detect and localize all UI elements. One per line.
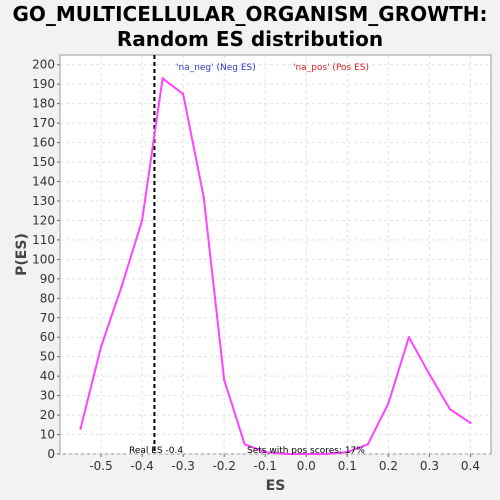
data-point [79, 427, 82, 430]
x-tick-label: -0.1 [254, 459, 277, 473]
y-tick-label: 0 [47, 447, 55, 461]
chart-title: GO_MULTICELLULAR_ORGANISM_GROWTH: Random… [0, 2, 500, 52]
series-line [79, 77, 472, 455]
y-tick-label: 110 [32, 233, 55, 247]
grid [60, 55, 491, 455]
legend-neg-es: 'na_neg' (Neg ES) [176, 63, 256, 73]
chart-title-line1: GO_MULTICELLULAR_ORGANISM_GROWTH: [12, 2, 488, 26]
data-point [181, 92, 185, 96]
data-point [284, 452, 287, 456]
y-tick-label: 170 [32, 116, 55, 130]
y-tick-label: 120 [32, 213, 55, 227]
legend-pos-es: 'na_pos' (Pos ES) [293, 63, 369, 73]
y-tick-label: 80 [40, 291, 55, 305]
y-tick-label: 50 [40, 350, 55, 364]
data-point [140, 219, 144, 222]
y-tick-label: 30 [40, 389, 55, 403]
y-tick-label: 180 [32, 97, 55, 111]
data-point [387, 402, 390, 405]
y-tick-label: 150 [32, 155, 55, 169]
y-tick-label: 190 [32, 77, 55, 91]
series-points [79, 77, 472, 456]
y-tick-label: 90 [40, 272, 55, 286]
x-axis: -0.5 -0.4 -0.3 -0.2 -0.1 0.0 0.1 0.2 0.3 0.4 [89, 454, 480, 473]
y-tick-label: 60 [40, 330, 55, 344]
y-tick-label: 10 [40, 428, 55, 442]
y-tick-label: 130 [32, 194, 55, 208]
x-tick-label: 0.3 [420, 459, 439, 473]
x-tick-label: -0.2 [212, 459, 235, 473]
data-point [428, 373, 431, 376]
x-tick-label: 0.2 [379, 459, 398, 473]
x-tick-label: 0.0 [297, 459, 316, 473]
x-tick-label: -0.3 [171, 459, 194, 473]
data-point [407, 336, 411, 339]
y-tick-label: 40 [40, 369, 55, 383]
y-tick-label: 100 [32, 252, 55, 266]
y-tick-label: 200 [32, 58, 55, 72]
real-es-label: Real ES -0.4 [129, 446, 183, 456]
data-point [325, 452, 329, 456]
data-point [448, 408, 452, 411]
sets-pos-scores-label: Sets with pos scores: 17% [247, 446, 365, 456]
data-point [222, 378, 226, 382]
data-point [99, 345, 103, 349]
x-tick-label: -0.5 [89, 459, 112, 473]
plot-area [59, 54, 492, 455]
data-point [366, 443, 370, 446]
y-axis-label: P(ES) [14, 233, 30, 276]
data-point [346, 450, 349, 454]
y-tick-label: 20 [40, 408, 55, 422]
data-point [305, 452, 308, 456]
x-tick-label: 0.1 [338, 459, 357, 473]
x-tick-label: -0.4 [130, 459, 153, 473]
chart-title-line2: Random ES distribution [116, 27, 384, 51]
x-tick-label: 0.4 [461, 459, 480, 473]
data-point [202, 195, 205, 199]
y-tick-label: 70 [40, 311, 55, 325]
y-tick-label: 160 [32, 136, 55, 150]
data-point [243, 443, 246, 446]
data-point [161, 77, 164, 80]
y-axis: 0 10 20 30 40 50 60 70 80 90 100 110 120 130 140 150 160… [32, 58, 60, 461]
data-point [264, 450, 267, 454]
data-point [469, 421, 472, 425]
data-point [120, 285, 123, 288]
x-axis-label: ES [266, 478, 286, 494]
y-tick-label: 140 [32, 175, 55, 189]
